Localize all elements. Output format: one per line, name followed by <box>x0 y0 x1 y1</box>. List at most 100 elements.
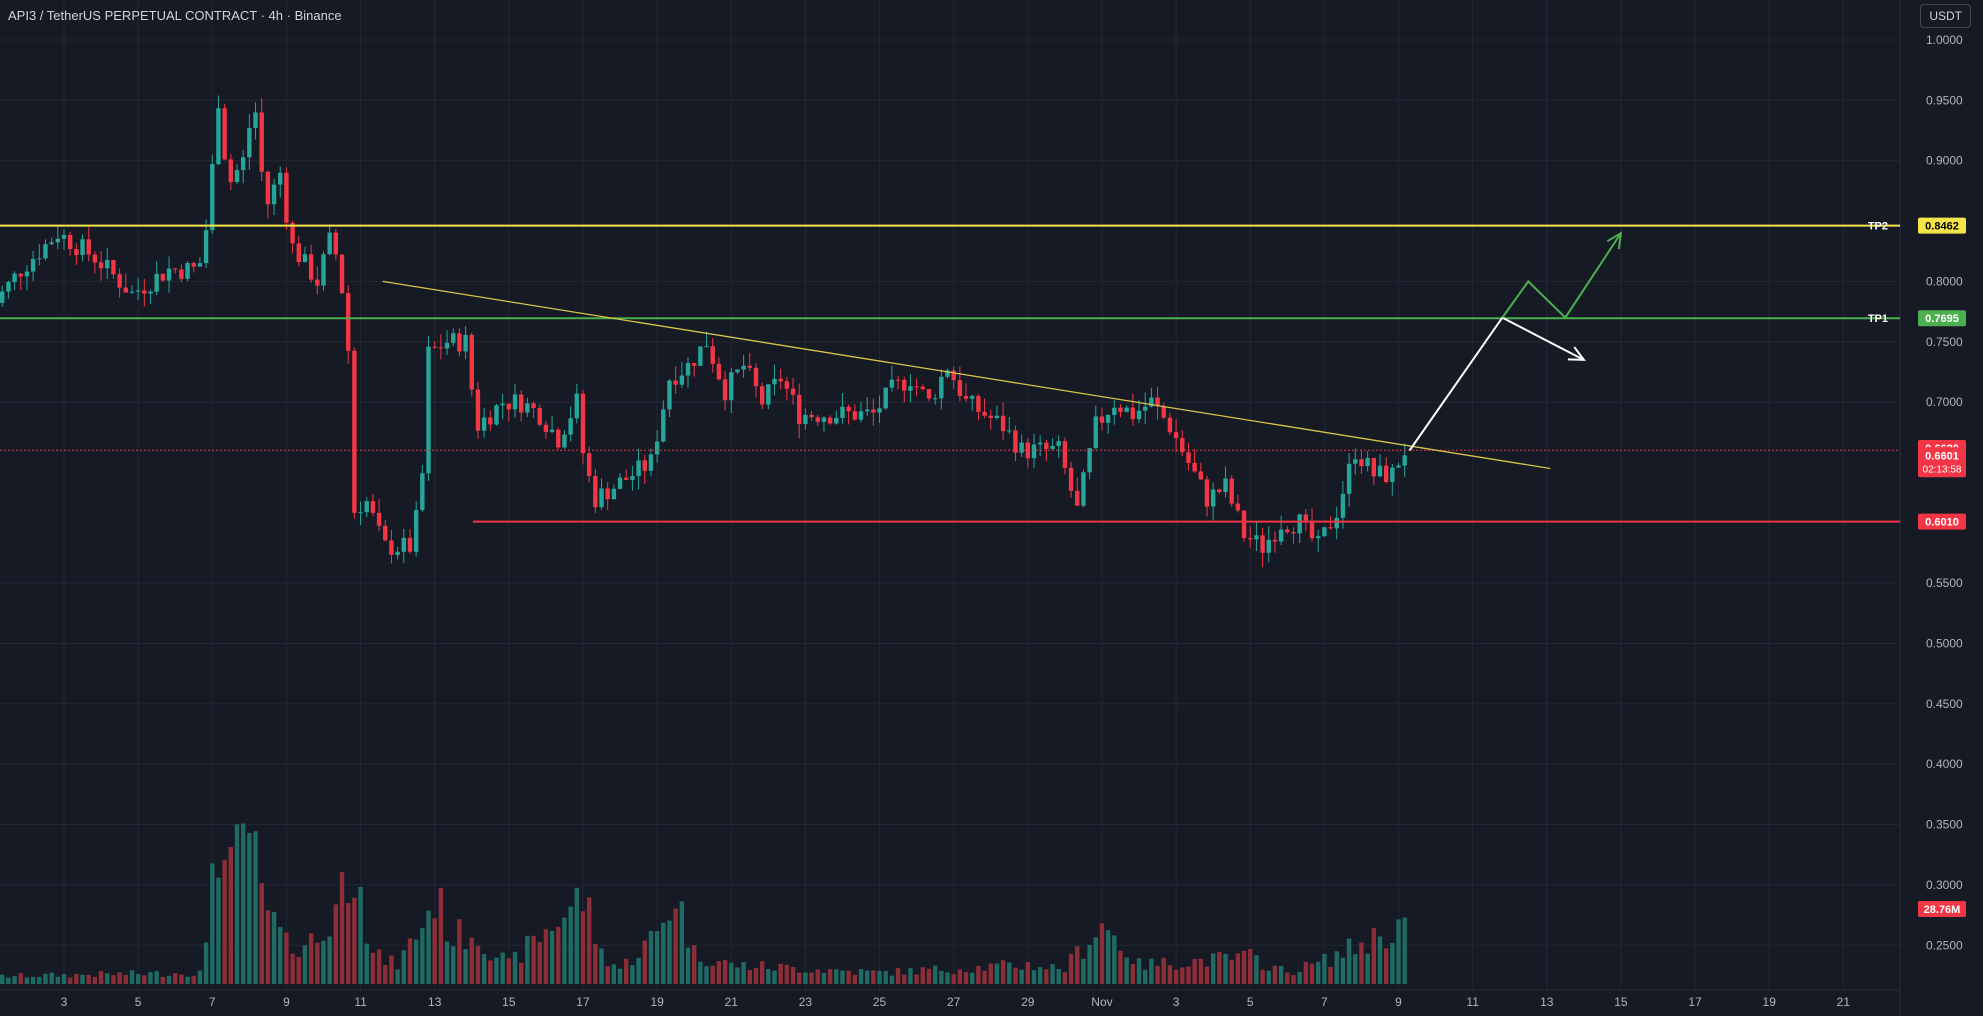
volume-bar <box>105 973 110 984</box>
candle-up <box>735 369 740 373</box>
volume-bar <box>599 948 604 984</box>
y-tick-label: 0.5000 <box>1926 637 1963 651</box>
volume-bar <box>1260 969 1265 984</box>
x-tick-label: 25 <box>873 995 887 1009</box>
candle-down <box>1013 430 1018 453</box>
x-tick-label: 15 <box>502 995 516 1009</box>
volume-bar <box>667 920 672 984</box>
candle-down <box>370 501 376 513</box>
candle-down <box>111 260 116 275</box>
volume-bar <box>593 943 598 984</box>
candle-up <box>358 512 363 514</box>
volume-bar <box>1124 957 1129 984</box>
volume-bar <box>210 863 215 984</box>
volume-bar <box>624 958 629 984</box>
volume-bar <box>1309 963 1315 984</box>
currency-selector[interactable]: USDT <box>1920 4 1971 28</box>
volume-bar <box>766 969 771 984</box>
volume-bar <box>1346 938 1352 984</box>
x-tick-label: 23 <box>799 995 813 1009</box>
volume-bar <box>376 949 382 984</box>
candle-up <box>840 406 845 418</box>
volume-bar <box>111 975 116 984</box>
candle-down <box>222 108 227 160</box>
candle-down <box>846 406 851 412</box>
candle-up <box>636 460 641 477</box>
volume-bar <box>556 926 561 984</box>
candle-down <box>716 363 722 380</box>
volume-bar <box>259 882 264 984</box>
candle-down <box>963 395 969 399</box>
candle-up <box>494 405 499 425</box>
candle-up <box>154 273 159 292</box>
volume-bar <box>970 972 975 984</box>
volume-bar <box>630 965 635 984</box>
volume-bar <box>549 930 555 984</box>
y-tick-label: 0.7500 <box>1926 335 1963 349</box>
volume-bar <box>840 970 845 984</box>
volume-bar <box>1383 948 1389 984</box>
candle-down <box>988 415 993 418</box>
candle-down <box>1000 415 1006 432</box>
volume-bar <box>420 928 425 984</box>
volume-bar <box>729 962 734 984</box>
volume-bar <box>914 974 919 984</box>
volume-bar <box>290 953 295 984</box>
level-tag-TP2: TP2 <box>1868 221 1888 233</box>
candle-up <box>80 239 85 256</box>
volume-bar <box>920 967 925 984</box>
volume-bar <box>271 911 277 984</box>
candle-up <box>247 128 252 158</box>
volume-bar <box>488 960 493 984</box>
volume-bar <box>481 954 487 984</box>
volume-bar <box>426 910 431 984</box>
candle-down <box>1044 442 1049 449</box>
volume-bar <box>988 963 993 984</box>
candle-down <box>308 254 314 280</box>
candle-up <box>278 172 283 185</box>
candle-up <box>1353 459 1358 464</box>
volume-bar <box>444 941 450 984</box>
candle-down <box>506 403 512 410</box>
candle-down <box>580 393 586 454</box>
candle-up <box>766 384 771 405</box>
candle-up <box>30 259 36 272</box>
volume-bar <box>1229 959 1234 984</box>
volume-bar <box>1056 968 1061 984</box>
candle-down <box>346 293 351 351</box>
candle-up <box>611 488 617 500</box>
volume-bar <box>797 972 802 984</box>
volume-bar <box>1155 965 1160 984</box>
volume-bar <box>389 955 394 984</box>
candle-up <box>1019 442 1024 453</box>
volume-bar <box>741 961 746 984</box>
volume-bar <box>179 974 184 984</box>
x-tick-label: 13 <box>1540 995 1554 1009</box>
volume-tag: 28.76M <box>1924 904 1961 916</box>
candle-up <box>704 346 709 348</box>
price-label-support: 0.6010 <box>1925 517 1959 529</box>
candle-up <box>1124 407 1129 412</box>
volume-bar <box>908 968 913 984</box>
y-tick-label: 0.3000 <box>1926 878 1963 892</box>
candle-up <box>37 258 42 260</box>
volume-bar <box>191 975 196 984</box>
volume-bar <box>55 976 61 984</box>
candle-down <box>1180 438 1185 453</box>
volume-bar <box>1210 953 1216 984</box>
x-tick-label: 3 <box>61 995 68 1009</box>
volume-bar <box>117 972 122 984</box>
candle-down <box>914 386 919 388</box>
volume-bar <box>413 939 419 984</box>
price-label-TP1: 0.7695 <box>1925 313 1959 325</box>
x-tick-label: 7 <box>209 995 216 1009</box>
candle-up <box>599 488 604 508</box>
volume-bar <box>834 969 839 984</box>
candle-up <box>413 510 419 552</box>
volume-bar <box>6 977 11 984</box>
volume-bar <box>37 977 42 984</box>
volume-bar <box>1044 969 1049 984</box>
candle-up <box>1093 416 1098 449</box>
candle-up <box>444 342 450 349</box>
